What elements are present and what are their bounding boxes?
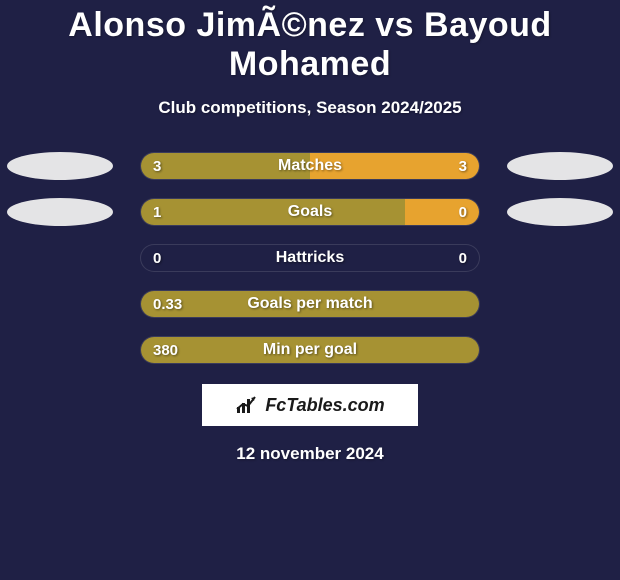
stat-row: 0.33Goals per match: [0, 290, 620, 318]
page-title: Alonso JimÃ©nez vs Bayoud Mohamed: [0, 6, 620, 84]
logo-text: FcTables.com: [265, 395, 384, 416]
stat-row: 33Matches: [0, 152, 620, 180]
comparison-card: Alonso JimÃ©nez vs Bayoud Mohamed Club c…: [0, 0, 620, 580]
stat-bar: 00Hattricks: [140, 244, 480, 272]
stat-bar: 33Matches: [140, 152, 480, 180]
stat-rows: 33Matches 10Goals 00Hattricks 0.33Goals per…: [0, 152, 620, 364]
stat-row: 10Goals: [0, 198, 620, 226]
stat-label: Min per goal: [141, 337, 479, 363]
source-logo[interactable]: FcTables.com: [202, 384, 418, 426]
player-right-avatar: [507, 152, 613, 180]
stat-label: Hattricks: [141, 245, 479, 271]
stat-row: 380Min per goal: [0, 336, 620, 364]
subtitle: Club competitions, Season 2024/2025: [158, 98, 461, 118]
stat-label: Matches: [141, 153, 479, 179]
stat-bar: 380Min per goal: [140, 336, 480, 364]
stat-label: Goals per match: [141, 291, 479, 317]
player-left-avatar: [7, 152, 113, 180]
player-right-avatar: [507, 198, 613, 226]
player-left-avatar: [7, 198, 113, 226]
stat-bar: 0.33Goals per match: [140, 290, 480, 318]
stat-row: 00Hattricks: [0, 244, 620, 272]
chart-icon: [235, 395, 259, 415]
date-label: 12 november 2024: [236, 444, 383, 464]
stat-bar: 10Goals: [140, 198, 480, 226]
stat-label: Goals: [141, 199, 479, 225]
